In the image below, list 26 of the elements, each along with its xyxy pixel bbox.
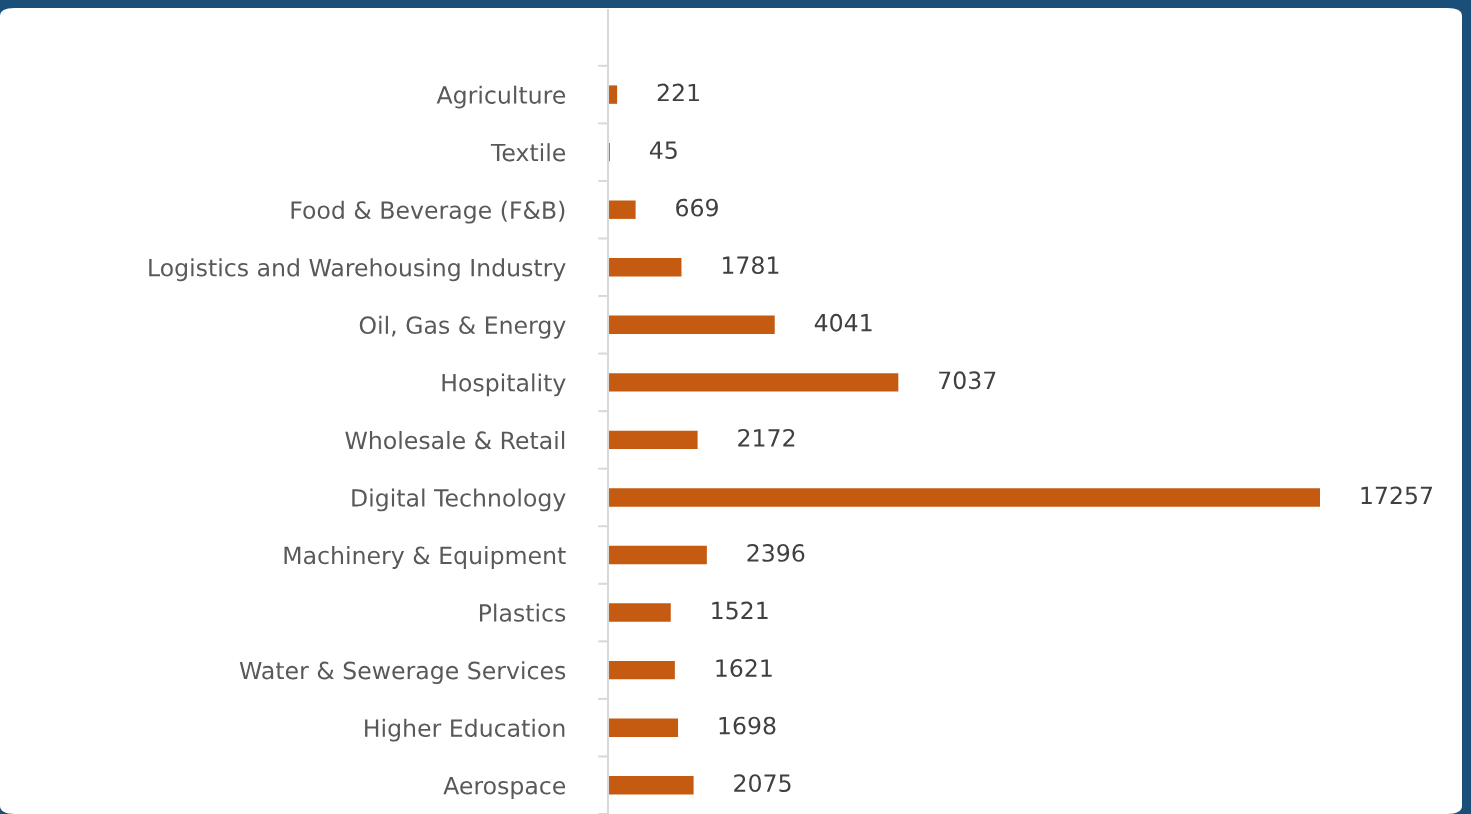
y-tick-label: Oil, Gas & Energy [359,315,566,339]
data-label: 1781 [722,256,779,275]
data-label: 17257 [1361,486,1432,505]
y-tick-label: Machinery & Equipment [284,546,566,569]
y-tick-label: Water & Sewerage Services [239,661,566,684]
data-label: 4041 [814,313,872,332]
y-tick-label: Wholesale & Retail [345,430,565,450]
data-label: 1621 [716,659,772,677]
y-tick-label: Food & Beverage (F&B) [291,200,565,224]
data-label: 1698 [719,716,776,735]
data-label: 45 [649,141,677,159]
data-label: 2396 [747,544,805,562]
y-tick-label: Digital Technology [352,488,566,512]
y-tick-label: Higher Education [365,718,565,742]
data-label: 2075 [734,774,791,793]
y-tick-label: Logistics and Warehousing Industry [149,258,566,282]
y-tick-label: Aerospace [443,776,566,800]
data-label: 7037 [939,371,996,390]
data-label: 221 [657,83,699,102]
y-tick-label: Plastics [479,603,566,622]
data-label: 2172 [738,428,795,447]
y-tick-label: Agriculture [436,85,566,109]
data-label: 1521 [712,601,768,620]
y-tick-label: Textile [490,143,566,162]
data-label: 669 [676,198,718,217]
y-tick-label: Hospitality [442,373,566,397]
